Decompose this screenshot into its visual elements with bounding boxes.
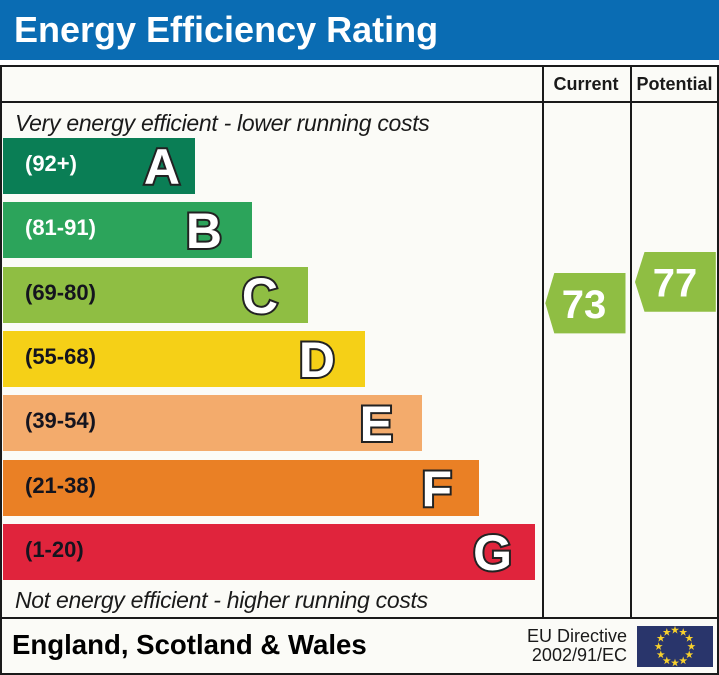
svg-text:G: G (473, 525, 512, 581)
svg-text:A: A (144, 139, 180, 195)
svg-text:B: B (186, 203, 222, 259)
svg-text:F: F (421, 461, 452, 517)
svg-text:77: 77 (652, 262, 697, 306)
svg-text:73: 73 (562, 283, 607, 327)
svg-text:D: D (299, 332, 335, 388)
svg-text:E: E (359, 396, 392, 452)
svg-text:C: C (242, 268, 278, 324)
